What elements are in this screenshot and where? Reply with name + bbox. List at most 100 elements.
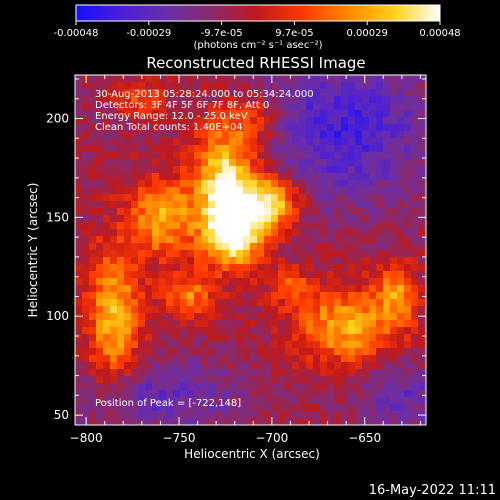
heatmap-cell (334, 194, 341, 201)
heatmap-cell (313, 271, 320, 278)
heatmap-cell (208, 222, 215, 229)
heatmap-cell (82, 103, 89, 110)
colorbar-tick-label: 9.7e-05 (275, 28, 313, 39)
heatmap-cell (117, 383, 124, 390)
heatmap-cell (117, 313, 124, 320)
heatmap-cell (306, 82, 313, 89)
heatmap-cell (299, 257, 306, 264)
heatmap-cell (320, 376, 327, 383)
heatmap-cell (96, 138, 103, 145)
heatmap-cell (264, 187, 271, 194)
heatmap-cell (166, 215, 173, 222)
heatmap-cell (180, 236, 187, 243)
heatmap-cell (418, 124, 425, 131)
heatmap-cell (334, 320, 341, 327)
heatmap-cell (236, 369, 243, 376)
heatmap-cell (159, 348, 166, 355)
heatmap-cell (299, 166, 306, 173)
heatmap-cell (201, 229, 208, 236)
heatmap-cell (404, 355, 411, 362)
heatmap-cell (89, 257, 96, 264)
heatmap-cell (278, 166, 285, 173)
heatmap-cell (418, 166, 425, 173)
heatmap-cell (411, 152, 418, 159)
heatmap-cell (236, 166, 243, 173)
heatmap-cell (208, 215, 215, 222)
heatmap-cell (313, 166, 320, 173)
heatmap-cell (278, 173, 285, 180)
heatmap-cell (285, 278, 292, 285)
heatmap-cell (383, 285, 390, 292)
heatmap-cell (341, 187, 348, 194)
heatmap-cell (362, 110, 369, 117)
heatmap-cell (236, 341, 243, 348)
heatmap-cell (299, 320, 306, 327)
heatmap-cell (264, 215, 271, 222)
heatmap-cell (383, 229, 390, 236)
heatmap-cell (355, 166, 362, 173)
heatmap-cell (369, 173, 376, 180)
heatmap-cell (306, 117, 313, 124)
heatmap-cell (201, 390, 208, 397)
heatmap-cell (152, 187, 159, 194)
heatmap-cell (278, 187, 285, 194)
heatmap-cell (166, 110, 173, 117)
heatmap-cell (117, 306, 124, 313)
heatmap-cell (264, 96, 271, 103)
heatmap-cell (208, 334, 215, 341)
heatmap-cell (348, 369, 355, 376)
heatmap-cell (89, 411, 96, 418)
heatmap-cell (355, 411, 362, 418)
heatmap-cell (369, 313, 376, 320)
heatmap-cell (215, 369, 222, 376)
heatmap-cell (341, 159, 348, 166)
heatmap-cell (145, 159, 152, 166)
heatmap-cell (138, 404, 145, 411)
heatmap-cell (194, 376, 201, 383)
heatmap-cell (369, 138, 376, 145)
heatmap-cell (369, 124, 376, 131)
heatmap-cell (397, 313, 404, 320)
heatmap-cell (82, 250, 89, 257)
heatmap-cell (222, 89, 229, 96)
heatmap-cell (201, 292, 208, 299)
heatmap-cell (187, 82, 194, 89)
heatmap-cell (299, 222, 306, 229)
heatmap-cell (82, 131, 89, 138)
heatmap-cell (355, 187, 362, 194)
heatmap-cell (215, 278, 222, 285)
heatmap-cell (278, 313, 285, 320)
heatmap-cell (236, 152, 243, 159)
heatmap-cell (180, 411, 187, 418)
heatmap-cell (341, 264, 348, 271)
heatmap-cell (82, 383, 89, 390)
heatmap-cell (327, 96, 334, 103)
heatmap-cell (264, 103, 271, 110)
heatmap-cell (110, 194, 117, 201)
heatmap-cell (89, 404, 96, 411)
heatmap-cell (341, 117, 348, 124)
heatmap-cell (271, 327, 278, 334)
heatmap-cell (215, 82, 222, 89)
heatmap-cell (299, 173, 306, 180)
heatmap-cell (201, 138, 208, 145)
heatmap-cell (208, 376, 215, 383)
heatmap-cell (180, 306, 187, 313)
heatmap-cell (173, 180, 180, 187)
heatmap-cell (369, 201, 376, 208)
heatmap-cell (243, 250, 250, 257)
heatmap-cell (229, 145, 236, 152)
heatmap-cell (292, 376, 299, 383)
heatmap-cell (334, 152, 341, 159)
heatmap-cell (397, 257, 404, 264)
heatmap-cell (411, 124, 418, 131)
heatmap-cell (397, 215, 404, 222)
heatmap-cell (75, 376, 82, 383)
heatmap-cell (327, 369, 334, 376)
heatmap-cell (229, 285, 236, 292)
heatmap-cell (173, 320, 180, 327)
heatmap-cell (208, 75, 215, 82)
heatmap-cell (166, 334, 173, 341)
heatmap-cell (222, 75, 229, 82)
heatmap-cell (159, 222, 166, 229)
